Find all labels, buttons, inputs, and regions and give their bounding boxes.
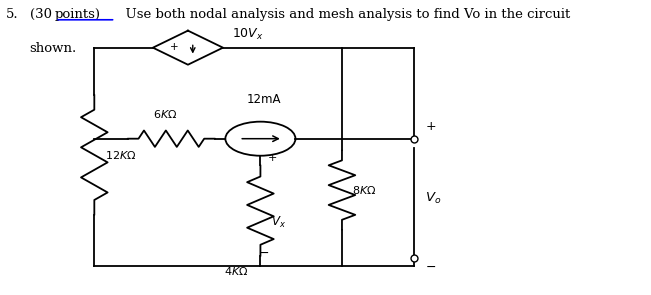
Text: 12mA: 12mA — [246, 93, 281, 106]
Text: $12K\Omega$: $12K\Omega$ — [105, 149, 137, 161]
Text: points): points) — [55, 8, 101, 21]
Text: 5.: 5. — [5, 8, 18, 21]
Text: Use both nodal analysis and mesh analysis to find Vo in the circuit: Use both nodal analysis and mesh analysi… — [117, 8, 570, 21]
Text: shown.: shown. — [30, 42, 77, 55]
Text: $V_o$: $V_o$ — [425, 191, 441, 206]
Text: $-$: $-$ — [258, 246, 269, 259]
Text: $6K\Omega$: $6K\Omega$ — [153, 108, 178, 119]
Text: +: + — [268, 153, 277, 163]
Text: +: + — [171, 42, 179, 52]
Text: $10V_x$: $10V_x$ — [232, 27, 264, 42]
Text: $-$: $-$ — [425, 260, 436, 273]
Text: +: + — [425, 120, 436, 133]
Text: (30: (30 — [30, 8, 56, 21]
Text: $8K\Omega$: $8K\Omega$ — [352, 184, 376, 196]
Text: $4K\Omega$: $4K\Omega$ — [224, 265, 249, 277]
Text: $V_x$: $V_x$ — [271, 215, 286, 230]
